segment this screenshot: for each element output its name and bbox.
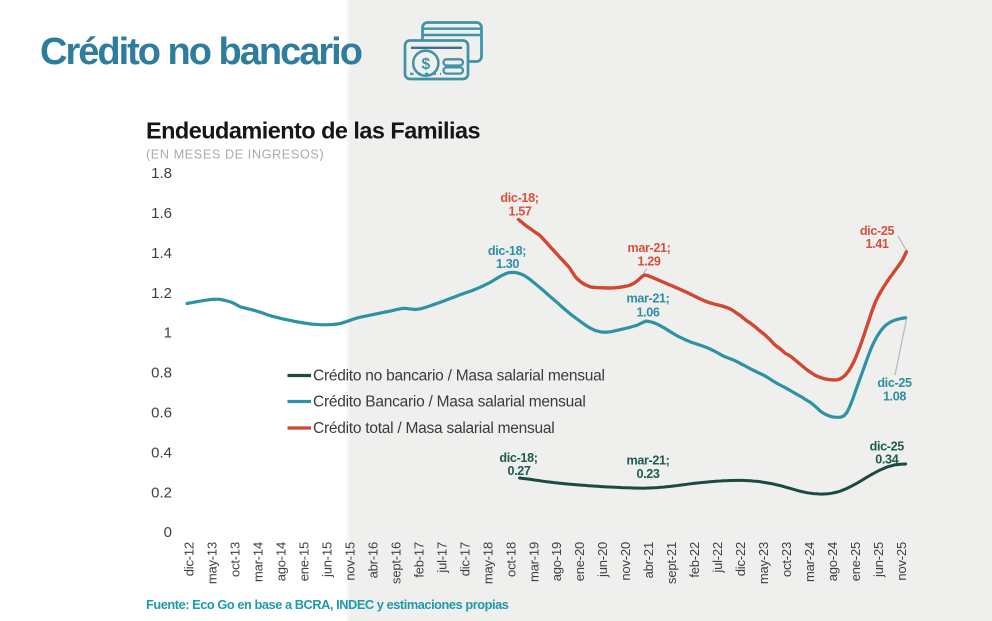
svg-text:dic-12: dic-12 [182, 542, 197, 576]
svg-text:Crédito Bancario / Masa salari: Crédito Bancario / Masa salarial mensual [313, 394, 586, 411]
svg-text:dic-22: dic-22 [733, 542, 748, 576]
svg-text:1.2: 1.2 [151, 285, 172, 302]
svg-text:may-18: may-18 [480, 542, 495, 584]
svg-text:ene-20: ene-20 [572, 542, 587, 581]
svg-text:1.8: 1.8 [151, 165, 172, 182]
svg-text:dic-18;: dic-18; [499, 451, 537, 465]
svg-text:may-13: may-13 [205, 542, 220, 584]
svg-text:mar-21;: mar-21; [626, 454, 669, 468]
svg-text:Crédito total / Masa salarial: Crédito total / Masa salarial mensual [313, 420, 554, 437]
svg-text:nov-20: nov-20 [618, 542, 633, 581]
svg-text:(EN MESES DE INGRESOS): (EN MESES DE INGRESOS) [146, 147, 324, 162]
svg-text:1.6: 1.6 [151, 205, 172, 222]
svg-text:feb-17: feb-17 [411, 542, 426, 578]
svg-text:dic-18;: dic-18; [488, 244, 526, 258]
svg-text:oct-23: oct-23 [779, 542, 794, 577]
svg-text:nov-15: nov-15 [342, 542, 357, 581]
svg-text:1.57: 1.57 [508, 205, 531, 219]
svg-text:1: 1 [164, 325, 172, 342]
svg-text:0.27: 0.27 [507, 464, 530, 478]
svg-text:oct-18: oct-18 [503, 542, 518, 577]
svg-text:feb-22: feb-22 [687, 542, 702, 578]
svg-text:oct-13: oct-13 [228, 542, 243, 577]
svg-text:0.2: 0.2 [151, 485, 172, 502]
svg-text:may-23: may-23 [756, 542, 771, 584]
svg-text:jun-15: jun-15 [320, 542, 335, 578]
svg-text:ago-14: ago-14 [274, 542, 289, 581]
svg-text:mar-14: mar-14 [251, 542, 266, 582]
svg-text:abr-21: abr-21 [641, 542, 656, 578]
svg-text:jun-25: jun-25 [871, 542, 886, 578]
svg-text:Fuente: Eco Go en base a BCRA,: Fuente: Eco Go en base a BCRA, INDEC y e… [146, 597, 509, 612]
svg-text:$: $ [421, 56, 430, 73]
svg-text:mar-21;: mar-21; [626, 292, 669, 306]
svg-text:Crédito no bancario: Crédito no bancario [40, 31, 362, 73]
svg-text:1.30: 1.30 [496, 257, 519, 271]
svg-text:ene-15: ene-15 [297, 542, 312, 581]
svg-text:1.4: 1.4 [151, 245, 172, 262]
svg-text:nov-25: nov-25 [894, 542, 909, 581]
svg-text:1.29: 1.29 [637, 255, 660, 269]
svg-text:0.6: 0.6 [151, 405, 172, 422]
svg-text:jul-22: jul-22 [710, 542, 725, 574]
svg-text:sept-21: sept-21 [664, 542, 679, 584]
svg-text:1.06: 1.06 [636, 306, 659, 320]
svg-text:ago-19: ago-19 [549, 542, 564, 581]
svg-text:ago-24: ago-24 [825, 542, 840, 581]
svg-text:0.34: 0.34 [875, 453, 898, 467]
svg-text:dic-25: dic-25 [870, 440, 905, 454]
svg-text:sept-16: sept-16 [388, 542, 403, 584]
svg-text:dic-17: dic-17 [457, 542, 472, 576]
svg-text:1.41: 1.41 [865, 237, 888, 251]
svg-text:Endeudamiento de las Familias: Endeudamiento de las Familias [146, 118, 481, 144]
svg-text:0.23: 0.23 [636, 467, 659, 481]
svg-text:0.4: 0.4 [151, 445, 172, 462]
svg-text:dic-18;: dic-18; [500, 191, 538, 205]
svg-text:jul-17: jul-17 [434, 542, 449, 574]
svg-text:0: 0 [164, 524, 172, 541]
svg-text:mar-21;: mar-21; [627, 241, 670, 255]
svg-text:dic-25: dic-25 [877, 376, 912, 390]
svg-text:abr-16: abr-16 [365, 542, 380, 578]
svg-text:dic-25: dic-25 [860, 224, 895, 238]
svg-text:mar-19: mar-19 [526, 542, 541, 582]
svg-text:0.8: 0.8 [151, 365, 172, 382]
svg-text:1.08: 1.08 [883, 390, 906, 404]
svg-text:jun-20: jun-20 [595, 542, 610, 578]
svg-text:ene-25: ene-25 [848, 542, 863, 581]
svg-text:mar-24: mar-24 [802, 542, 817, 582]
svg-text:Crédito no bancario / Masa sal: Crédito no bancario / Masa salarial mens… [313, 368, 605, 385]
